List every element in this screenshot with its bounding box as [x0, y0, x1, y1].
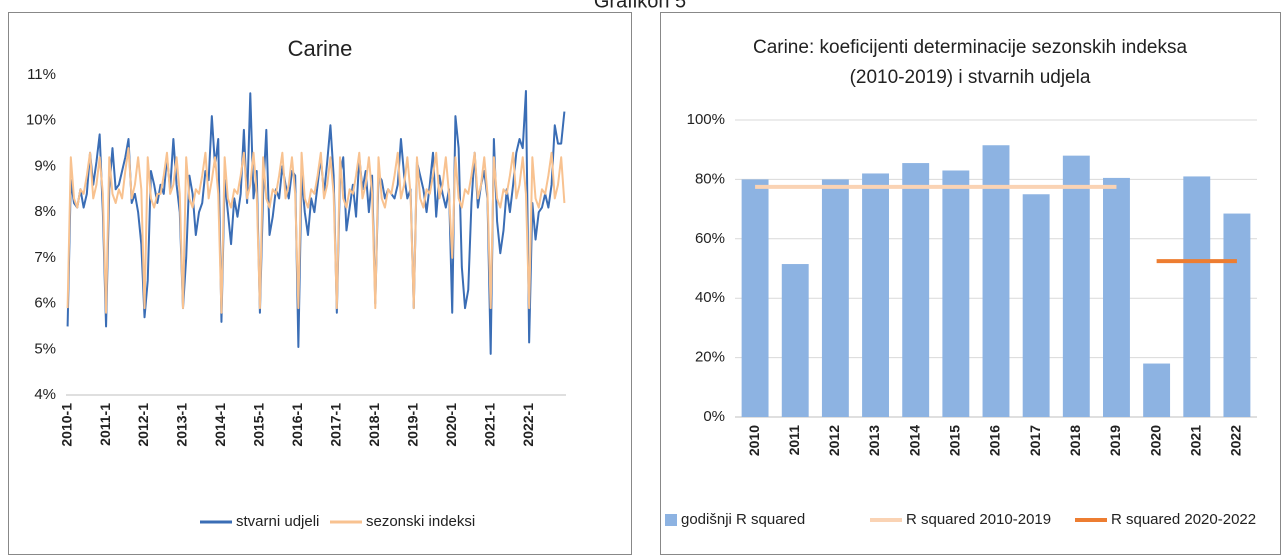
- bar: [1062, 155, 1090, 417]
- x-tick-label: 2010: [746, 425, 762, 456]
- x-tick-label: 2022-1: [520, 403, 536, 447]
- x-tick-label: 2017-1: [328, 403, 344, 447]
- legend-label: sezonski indeksi: [366, 513, 475, 530]
- y-tick-label: 5%: [34, 340, 56, 357]
- x-tick-label: 2011: [786, 425, 802, 456]
- y-tick-label: 9%: [34, 157, 56, 174]
- x-tick-label: 2016-1: [289, 403, 305, 447]
- bar: [1143, 363, 1171, 417]
- y-tick-label: 60%: [695, 230, 725, 247]
- bar: [982, 145, 1010, 417]
- chart-title: Carine: [288, 36, 353, 61]
- chart-title: Carine: koeficijenti determinacije sezon…: [753, 37, 1187, 58]
- bar: [781, 264, 809, 417]
- chart-title: (2010-2019) i stvarnih udjela: [850, 67, 1091, 88]
- bar: [1022, 194, 1050, 417]
- line-series: [66, 147, 566, 314]
- legend-label: godišnji R squared: [681, 511, 805, 528]
- x-tick-label: 2018: [1067, 425, 1083, 456]
- x-tick-label: 2016: [987, 425, 1003, 456]
- x-tick-label: 2018-1: [366, 403, 382, 447]
- x-tick-label: 2021-1: [481, 403, 497, 447]
- y-tick-label: 100%: [687, 111, 725, 128]
- y-tick-label: 40%: [695, 289, 725, 306]
- bar: [942, 170, 970, 417]
- y-tick-label: 80%: [695, 170, 725, 187]
- y-tick-label: 6%: [34, 295, 56, 312]
- x-tick-label: 2014: [906, 425, 922, 456]
- y-tick-label: 7%: [34, 249, 56, 266]
- x-tick-label: 2019: [1107, 425, 1123, 456]
- y-tick-label: 11%: [27, 66, 56, 83]
- bar: [902, 163, 930, 417]
- x-tick-label: 2019-1: [404, 403, 420, 447]
- y-tick-label: 0%: [703, 408, 725, 425]
- bar: [821, 179, 849, 417]
- bar: [1223, 213, 1251, 417]
- x-tick-label: 2012-1: [135, 403, 151, 447]
- legend-label: R squared 2010-2019: [906, 511, 1051, 528]
- x-tick-label: 2012: [826, 425, 842, 456]
- y-tick-label: 10%: [26, 112, 56, 129]
- x-tick-label: 2014-1: [212, 403, 228, 447]
- x-tick-label: 2015-1: [251, 403, 267, 447]
- legend-label: R squared 2020-2022: [1111, 511, 1256, 528]
- x-tick-label: 2011-1: [97, 403, 113, 446]
- y-tick-label: 4%: [34, 386, 56, 403]
- x-tick-label: 2010-1: [58, 403, 74, 447]
- legend-label: stvarni udjeli: [236, 513, 319, 530]
- x-tick-label: 2020: [1147, 425, 1163, 456]
- x-tick-label: 2020-1: [443, 403, 459, 447]
- x-tick-label: 2017: [1027, 425, 1043, 456]
- bar: [862, 173, 889, 417]
- x-tick-label: 2022: [1228, 425, 1244, 456]
- x-tick-label: 2013-1: [174, 403, 190, 447]
- bar: [1103, 177, 1130, 417]
- bar: [741, 179, 769, 417]
- bar: [1183, 176, 1211, 417]
- legend-swatch: [665, 514, 677, 526]
- x-tick-label: 2021: [1187, 425, 1203, 456]
- x-tick-label: 2015: [947, 425, 963, 456]
- y-tick-label: 8%: [34, 203, 56, 220]
- y-tick-label: 20%: [695, 349, 725, 366]
- page-title: Grafikon 5: [594, 0, 686, 12]
- left-panel: [8, 12, 632, 555]
- x-tick-label: 2013: [866, 425, 882, 456]
